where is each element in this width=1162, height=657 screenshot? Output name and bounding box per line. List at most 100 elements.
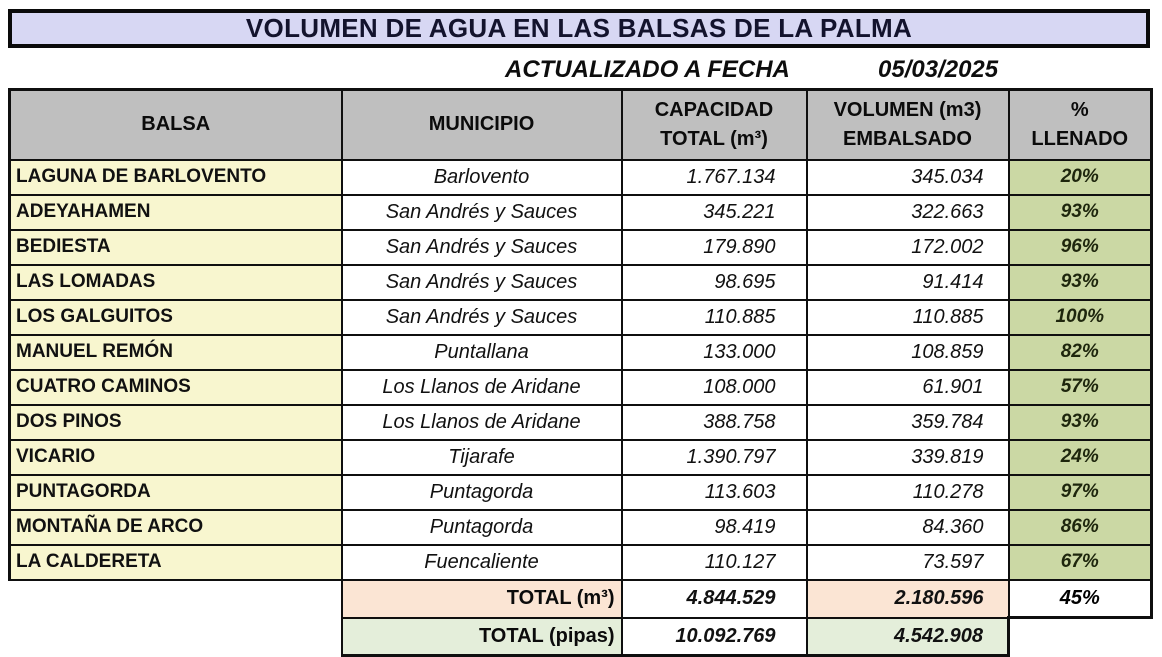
col-header-municipio-label: MUNICIPIO (428, 113, 535, 136)
capacidad-cell: 1.390.797 (620, 438, 808, 476)
total-m3-capacidad: 4.844.529 (620, 578, 808, 619)
municipio-cell: Tijarafe (340, 438, 623, 476)
volumen-cell: 108.859 (805, 333, 1010, 371)
table-row: PUNTAGORDA Puntagorda 113.603 110.278 97… (8, 473, 1153, 511)
table-row: BEDIESTA San Andrés y Sauces 179.890 172… (8, 228, 1153, 266)
capacidad-cell: 345.221 (620, 193, 808, 231)
capacidad-cell: 133.000 (620, 333, 808, 371)
pct-cell: 100% (1007, 298, 1153, 336)
balsa-name-cell: MANUEL REMÓN (8, 333, 343, 371)
table-row: LOS GALGUITOS San Andrés y Sauces 110.88… (8, 298, 1153, 336)
municipio-cell: Puntagorda (340, 508, 623, 546)
capacidad-cell: 179.890 (620, 228, 808, 266)
municipio-cell: Los Llanos de Aridane (340, 368, 623, 406)
balsa-name-cell: MONTAÑA DE ARCO (8, 508, 343, 546)
total-pipas-volumen: 4.542.908 (805, 616, 1010, 657)
col-header-municipio: MUNICIPIO (340, 88, 623, 161)
capacidad-cell: 388.758 (620, 403, 808, 441)
pct-cell: 24% (1007, 438, 1153, 476)
municipio-cell: San Andrés y Sauces (340, 263, 623, 301)
volumen-cell: 73.597 (805, 543, 1010, 581)
col-header-balsa-label: BALSA (141, 113, 211, 136)
col-header-capacidad: CAPACIDAD TOTAL (m³) (620, 88, 808, 161)
updated-label: ACTUALIZADO A FECHA (505, 56, 790, 83)
col-header-volumen-line2: EMBALSADO (843, 127, 972, 150)
col-header-volumen: VOLUMEN (m3) EMBALSADO (805, 88, 1010, 161)
pct-cell: 20% (1007, 158, 1153, 196)
volumen-cell: 345.034 (805, 158, 1010, 196)
volumen-cell: 172.002 (805, 228, 1010, 266)
pct-cell: 82% (1007, 333, 1153, 371)
pct-cell: 57% (1007, 368, 1153, 406)
total-pipas-capacidad: 10.092.769 (620, 616, 808, 657)
balsa-name-cell: BEDIESTA (8, 228, 343, 266)
table-row: LA CALDERETA Fuencaliente 110.127 73.597… (8, 543, 1153, 581)
balsa-name-cell: LA CALDERETA (8, 543, 343, 581)
volumen-cell: 110.278 (805, 473, 1010, 511)
table-row: ADEYAHAMEN San Andrés y Sauces 345.221 3… (8, 193, 1153, 231)
balsa-name-cell: VICARIO (8, 438, 343, 476)
pct-cell: 93% (1007, 193, 1153, 231)
balsa-name-cell: LOS GALGUITOS (8, 298, 343, 336)
capacidad-cell: 110.885 (620, 298, 808, 336)
balsa-name-cell: LAS LOMADAS (8, 263, 343, 301)
capacidad-cell: 113.603 (620, 473, 808, 511)
pct-cell: 67% (1007, 543, 1153, 581)
pct-cell: 93% (1007, 263, 1153, 301)
balsa-name-cell: LAGUNA DE BARLOVENTO (8, 158, 343, 196)
col-header-pct-line2: LLENADO (1031, 127, 1129, 150)
pct-cell: 86% (1007, 508, 1153, 546)
col-header-pct: % LLENADO (1007, 88, 1153, 161)
capacidad-cell: 110.127 (620, 543, 808, 581)
capacidad-cell: 98.695 (620, 263, 808, 301)
municipio-cell: Fuencaliente (340, 543, 623, 581)
col-header-capacidad-line1: CAPACIDAD (654, 98, 774, 121)
col-header-balsa: BALSA (8, 88, 343, 161)
table-row: VICARIO Tijarafe 1.390.797 339.819 24% (8, 438, 1153, 476)
municipio-cell: San Andrés y Sauces (340, 193, 623, 231)
page-title-text: VOLUMEN DE AGUA EN LAS BALSAS DE LA PALM… (245, 13, 913, 43)
volumen-cell: 339.819 (805, 438, 1010, 476)
table-row: DOS PINOS Los Llanos de Aridane 388.758 … (8, 403, 1153, 441)
water-volume-table: BALSA MUNICIPIO CAPACIDAD TOTAL (m³) VOL… (8, 88, 1153, 657)
updated-line: ACTUALIZADO A FECHA 05/03/2025 (0, 54, 1162, 86)
total-m3-volumen: 2.180.596 (805, 578, 1010, 619)
blank-cell (1008, 617, 1152, 656)
capacidad-cell: 108.000 (620, 368, 808, 406)
col-header-capacidad-line2: TOTAL (m³) (660, 127, 768, 150)
pct-cell: 93% (1007, 403, 1153, 441)
balsa-name-cell: ADEYAHAMEN (8, 193, 343, 231)
updated-date: 05/03/2025 (878, 56, 999, 83)
table-row: LAGUNA DE BARLOVENTO Barlovento 1.767.13… (8, 158, 1153, 196)
balsa-name-cell: CUATRO CAMINOS (8, 368, 343, 406)
header-row: BALSA MUNICIPIO CAPACIDAD TOTAL (m³) VOL… (8, 88, 1153, 161)
col-header-pct-line1: % (1070, 98, 1089, 121)
total-m3-label: TOTAL (m³) (340, 578, 623, 619)
blank-cell (9, 617, 342, 656)
pct-cell: 96% (1007, 228, 1153, 266)
table-row: CUATRO CAMINOS Los Llanos de Aridane 108… (8, 368, 1153, 406)
volumen-cell: 359.784 (805, 403, 1010, 441)
balsa-name-cell: PUNTAGORDA (8, 473, 343, 511)
volumen-cell: 61.901 (805, 368, 1010, 406)
table-row: MONTAÑA DE ARCO Puntagorda 98.419 84.360… (8, 508, 1153, 546)
volumen-cell: 110.885 (805, 298, 1010, 336)
balsa-name-cell: DOS PINOS (8, 403, 343, 441)
total-pipas-label: TOTAL (pipas) (340, 616, 623, 657)
capacidad-cell: 98.419 (620, 508, 808, 546)
municipio-cell: Barlovento (340, 158, 623, 196)
municipio-cell: Puntallana (340, 333, 623, 371)
table-row: MANUEL REMÓN Puntallana 133.000 108.859 … (8, 333, 1153, 371)
municipio-cell: Puntagorda (340, 473, 623, 511)
volumen-cell: 84.360 (805, 508, 1010, 546)
pct-cell: 97% (1007, 473, 1153, 511)
total-m3-pct: 45% (1007, 578, 1153, 619)
col-header-volumen-line1: VOLUMEN (m3) (833, 98, 982, 121)
municipio-cell: San Andrés y Sauces (340, 298, 623, 336)
municipio-cell: Los Llanos de Aridane (340, 403, 623, 441)
volumen-cell: 91.414 (805, 263, 1010, 301)
municipio-cell: San Andrés y Sauces (340, 228, 623, 266)
page-title: VOLUMEN DE AGUA EN LAS BALSAS DE LA PALM… (8, 9, 1150, 48)
capacidad-cell: 1.767.134 (620, 158, 808, 196)
